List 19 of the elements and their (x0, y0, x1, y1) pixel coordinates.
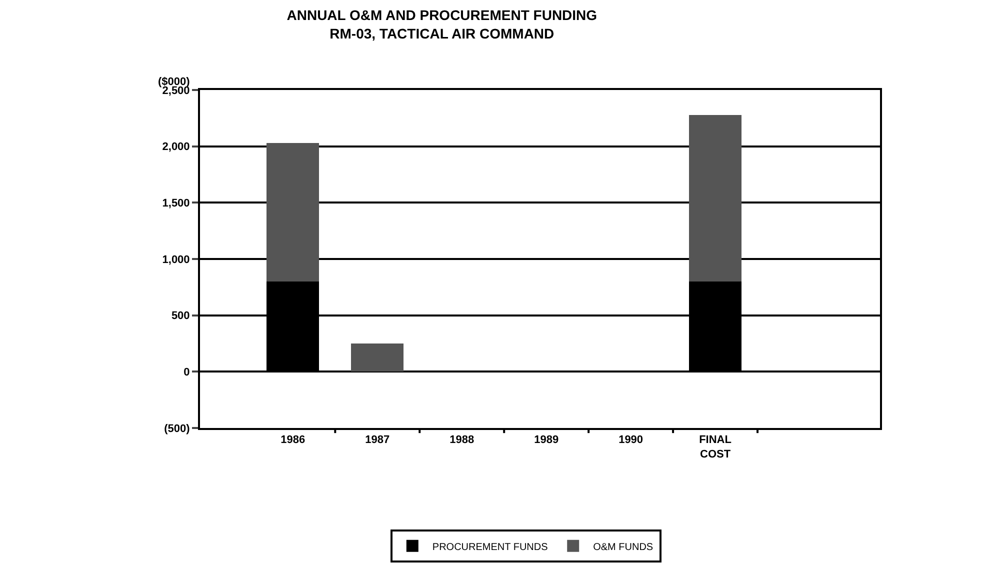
y-tick-label: 500 (171, 310, 190, 322)
legend-label: PROCUREMENT FUNDS (432, 542, 548, 553)
bar (689, 114, 742, 282)
y-tick-label: 2,000 (162, 141, 190, 154)
y-tick-label: 0 (184, 366, 190, 379)
bar (351, 344, 404, 372)
legend-label: O&M FUNDS (593, 542, 654, 553)
chart-subtitle: RM-03, TACTICAL AIR COMMAND (330, 25, 554, 42)
y-tick-label: 1,500 (162, 198, 190, 210)
x-tick-label: 1988 (450, 434, 474, 446)
bar (266, 142, 320, 282)
x-tick-label: FINAL COST (699, 434, 732, 460)
x-tick-label: 1990 (618, 434, 644, 446)
y-tick-label: 1,000 (162, 254, 190, 266)
x-tick-label: 1986 (280, 434, 306, 446)
x-tick-label: 1989 (534, 434, 559, 446)
chart-title: ANNUAL O&M AND PROCUREMENT FUNDING (286, 7, 598, 24)
x-tick-label: 1987 (365, 434, 390, 446)
y-tick-label: (500) (164, 422, 190, 435)
